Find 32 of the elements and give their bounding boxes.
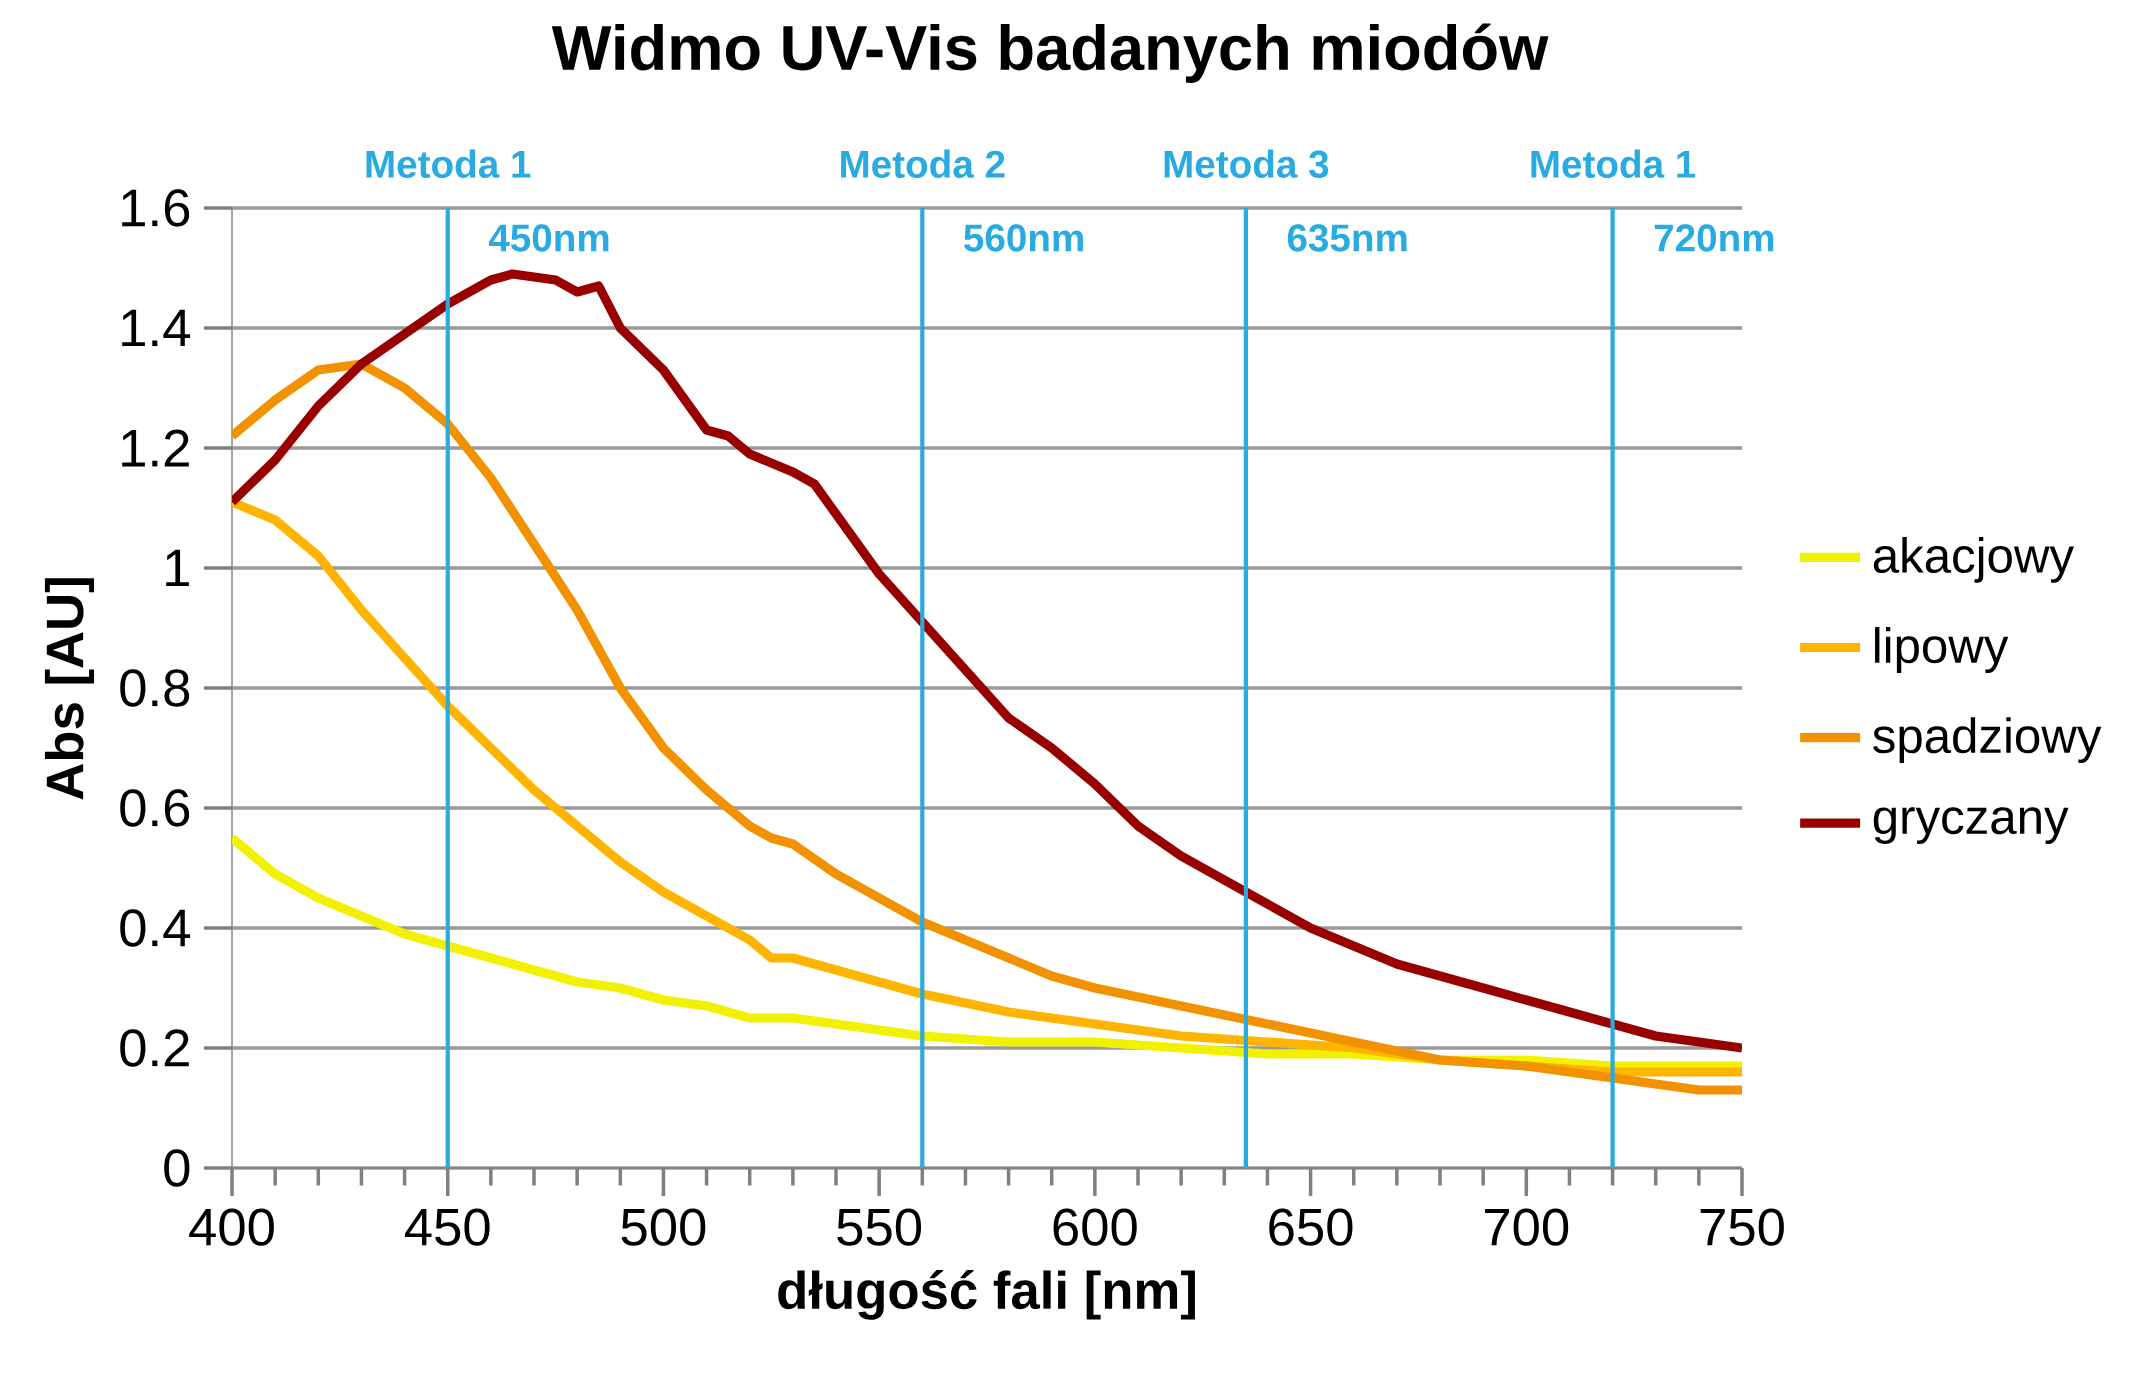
annotation: 450nm [488,224,609,252]
y-tick-label: 0.6 [120,789,190,827]
x-tick-label: 750 [1700,1208,1784,1246]
ref-line-label: Metoda 1 [1531,149,1696,178]
y-tick-label: 0 [164,1149,190,1187]
legend-label: gryczany [1873,807,2069,844]
y-tick-label: 0.4 [120,909,190,947]
y-tick-label: 1.6 [122,189,190,227]
ref-line-label: Metoda 1 [366,149,531,178]
x-tick-label: 500 [621,1208,706,1246]
x-tick-label: 600 [1053,1208,1137,1246]
annotation: 635nm [1287,224,1407,252]
ref-line-label: Metoda 3 [1164,149,1329,178]
annotation: 720nm [1654,224,1774,252]
legend-label: spadziowy [1873,717,2102,764]
annotation: 560nm [964,224,1083,252]
legend-label: akacjowy [1873,536,2074,583]
y-tick-label: 1.2 [122,429,189,467]
x-tick-label: 650 [1269,1208,1353,1246]
x-tick-label: 450 [404,1208,490,1246]
y-tick-label: 1 [166,549,189,587]
y-axis-title: Abs [AU] [44,578,95,800]
chart-title: Widmo UV-Vis badanych miodów [551,23,1549,83]
x-tick-label: 700 [1485,1208,1569,1246]
x-tick-label: 550 [837,1208,922,1246]
y-tick-label: 0.8 [120,669,190,707]
ref-line-label: Metoda 2 [841,149,1005,178]
y-tick-label: 0.2 [120,1029,189,1067]
x-tick-label: 400 [189,1208,274,1246]
x-axis-title: długość fali [nm] [778,1270,1195,1320]
y-tick-label: 1.4 [122,309,190,347]
legend-label: lipowy [1875,627,2009,673]
